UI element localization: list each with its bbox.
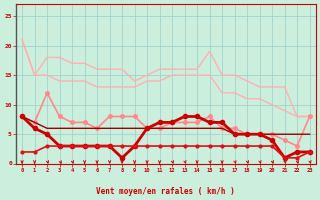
Text: 0: 0 — [8, 161, 12, 166]
X-axis label: Vent moyen/en rafales ( km/h ): Vent moyen/en rafales ( km/h ) — [96, 187, 235, 196]
